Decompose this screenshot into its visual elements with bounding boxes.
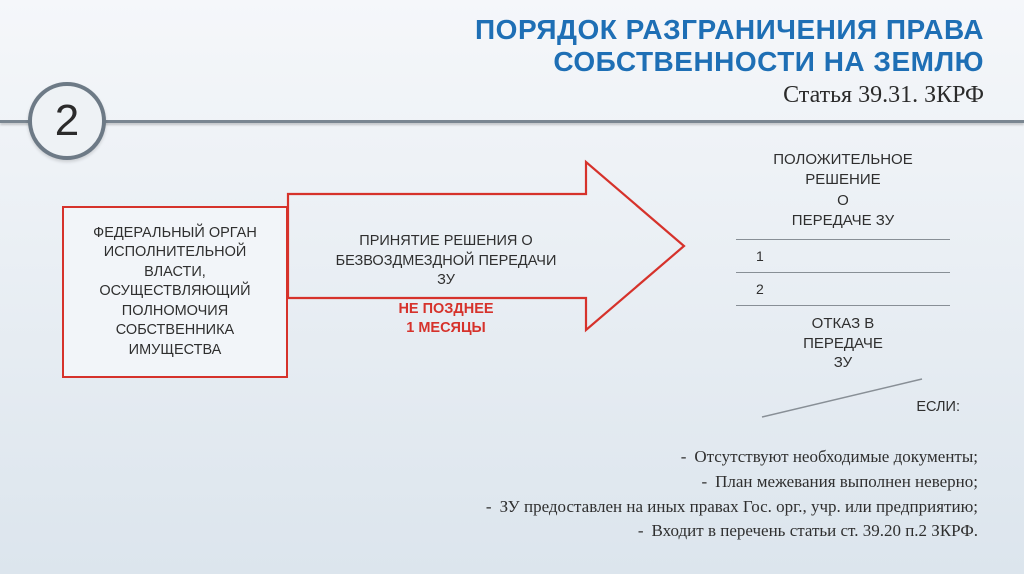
arrow-sub-l1: НЕ ПОЗДНЕЕ	[398, 301, 493, 317]
diagonal-line-wrap: ЕСЛИ:	[708, 373, 978, 429]
list-item: -Входит в перечень статьи ст. 39.20 п.2 …	[338, 519, 978, 544]
arrow-bottom-text: НЕ ПОЗДНЕЕ 1 МЕСЯЦЫ	[326, 300, 566, 338]
flow-row: ФЕДЕРАЛЬНЫЙ ОРГАН ИСПОЛНИТЕЛЬНОЙ ВЛАСТИ,…	[62, 192, 666, 392]
outcome-column: ПОЛОЖИТЕЛЬНОЕ РЕШЕНИЕ О ПЕРЕДАЧЕ ЗУ 1 2 …	[708, 150, 978, 429]
horizontal-divider	[0, 120, 1024, 123]
option-2: 2	[708, 281, 978, 297]
positive-heading: ПОЛОЖИТЕЛЬНОЕ РЕШЕНИЕ О ПЕРЕДАЧЕ ЗУ	[708, 150, 978, 231]
divider-1	[736, 239, 950, 240]
list-item: -План межевания выполнен неверно;	[338, 470, 978, 495]
if-label: ЕСЛИ:	[916, 399, 960, 415]
step-badge: 2	[28, 82, 106, 160]
divider-3	[736, 305, 950, 306]
title-line-1: ПОРЯДОК РАЗГРАНИЧЕНИЯ ПРАВА	[0, 14, 984, 46]
refusal-heading: ОТКАЗ В ПЕРЕДАЧЕ ЗУ	[708, 314, 978, 373]
divider-2	[736, 272, 950, 273]
arrow-block: ПРИНЯТИЕ РЕШЕНИЯ О БЕЗВОЗДМЕЗДНОЙ ПЕРЕДА…	[286, 192, 666, 392]
list-item: -Отсутствуют необходимые документы;	[338, 445, 978, 470]
title-block: ПОРЯДОК РАЗГРАНИЧЕНИЯ ПРАВА СОБСТВЕННОСТ…	[0, 0, 1024, 109]
step-number: 2	[55, 96, 79, 146]
authority-text: ФЕДЕРАЛЬНЫЙ ОРГАН ИСПОЛНИТЕЛЬНОЙ ВЛАСТИ,…	[93, 225, 257, 358]
option-1: 1	[708, 248, 978, 264]
authority-box: ФЕДЕРАЛЬНЫЙ ОРГАН ИСПОЛНИТЕЛЬНОЙ ВЛАСТИ,…	[62, 206, 288, 379]
arrow-top-text: ПРИНЯТИЕ РЕШЕНИЯ О БЕЗВОЗДМЕЗДНОЙ ПЕРЕДА…	[326, 232, 566, 291]
list-item: -ЗУ предоставлен на иных правах Гос. орг…	[338, 495, 978, 520]
title-line-2: СОБСТВЕННОСТИ НА ЗЕМЛЮ	[0, 46, 984, 78]
arrow-sub-l2: 1 МЕСЯЦЫ	[406, 320, 486, 336]
refusal-reasons-list: -Отсутствуют необходимые документы; -Пла…	[338, 445, 978, 544]
subtitle: Статья 39.31. ЗКРФ	[0, 82, 984, 109]
